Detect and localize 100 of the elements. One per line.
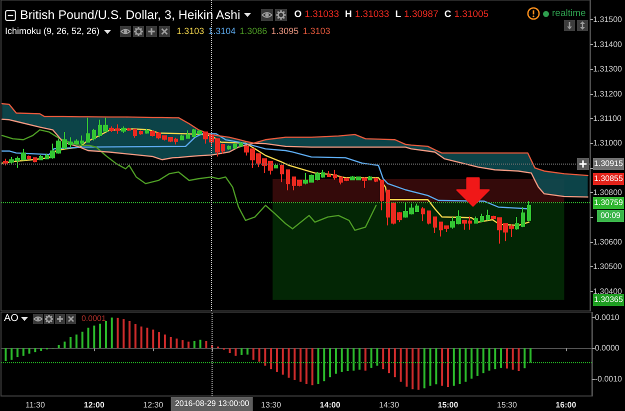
y-tick-label: 1.30400 — [593, 286, 623, 296]
candlestick — [233, 142, 237, 149]
candlestick — [133, 128, 137, 138]
annotation: 1.3095 — [271, 26, 299, 36]
x-tick-label: 14:00 — [320, 400, 341, 410]
bar — [81, 332, 84, 348]
bar — [99, 324, 102, 348]
ref-line-label: 1.30759 — [593, 196, 624, 209]
bar — [128, 320, 131, 348]
annotation: 1.3086 — [240, 26, 268, 36]
bar — [10, 348, 13, 360]
bar — [364, 348, 366, 371]
annotation: 1.3103 — [302, 26, 330, 36]
text: British Pound/U.S. Dollar, 3, Heikin Ashi — [20, 8, 240, 22]
annotation: realtime — [552, 8, 586, 19]
annotation: 1.3103 — [176, 26, 204, 36]
annotation: 1.30365 — [593, 294, 624, 306]
candlestick — [380, 180, 384, 211]
bar — [400, 348, 402, 382]
candlestick — [327, 170, 331, 178]
y-tick-label: 1.30600 — [593, 237, 623, 246]
bar — [270, 348, 272, 370]
candlestick — [27, 155, 31, 160]
bar — [240, 348, 243, 355]
candlestick — [362, 176, 367, 188]
line-series — [2, 129, 377, 231]
x-tick-label: 11:30 — [25, 400, 46, 410]
bar — [22, 348, 24, 356]
y-tick-label: 1.30800 — [593, 188, 623, 198]
candlestick — [427, 210, 431, 225]
ref-line-label: 2016-08-29 13:00:00 — [170, 397, 254, 411]
y-tick-label: 1.31200 — [593, 89, 623, 98]
bar — [276, 348, 278, 372]
bar — [40, 348, 42, 351]
y-tick-label: 1.31400 — [593, 40, 623, 49]
bar — [188, 342, 190, 348]
candlestick — [515, 216, 519, 230]
bar — [382, 348, 384, 370]
candlestick — [474, 216, 478, 224]
bar — [294, 348, 296, 380]
bar — [234, 348, 237, 356]
x-tick-label: 12:30 — [143, 400, 164, 410]
bar — [158, 332, 160, 348]
candlestick — [121, 126, 126, 134]
bar — [506, 348, 508, 369]
candlestick — [92, 128, 96, 141]
y-tick-label: 1.31300 — [593, 64, 623, 74]
candlestick — [3, 158, 8, 166]
bar — [305, 348, 308, 384]
line-series — [2, 133, 530, 210]
y-tick-label: 1.31000 — [593, 138, 623, 148]
bar — [228, 348, 231, 354]
bar — [388, 348, 390, 374]
line-series — [2, 103, 588, 176]
annotation: 0.0001 — [81, 314, 106, 323]
bar — [70, 337, 72, 348]
annotation: 1.30987 — [404, 9, 438, 20]
bar — [199, 340, 202, 348]
text: Ichimoku (9, 26, 52, 26) — [5, 26, 100, 36]
x-tick-label: 15:00 — [438, 400, 459, 410]
line-series — [2, 128, 530, 226]
candlestick — [145, 128, 149, 134]
bar — [176, 338, 178, 348]
ref-line-label: 1.30915 — [593, 158, 624, 170]
bar — [311, 348, 314, 386]
x-tick-label: 15:30 — [496, 400, 518, 410]
chart-title: AO — [4, 313, 18, 324]
annotation: C — [444, 9, 452, 20]
bar — [182, 340, 184, 348]
x-tick-label: 14:30 — [379, 400, 400, 410]
annotation: 1.3104 — [208, 26, 236, 36]
candlestick — [480, 213, 484, 223]
bar — [75, 334, 78, 348]
y-tick-label: -0.0010 — [594, 374, 623, 384]
bar — [512, 348, 514, 370]
bar — [246, 348, 248, 355]
candlestick — [374, 177, 378, 183]
bar — [110, 318, 113, 348]
bar — [300, 348, 302, 382]
candlestick — [274, 163, 278, 168]
candlestick — [186, 130, 190, 140]
bar — [412, 348, 414, 390]
bar — [518, 348, 520, 371]
y-tick-label: 0.0000 — [594, 344, 620, 353]
bar — [134, 324, 136, 348]
bar — [170, 337, 172, 348]
bar — [28, 348, 30, 354]
bar — [64, 342, 66, 348]
bar — [116, 318, 119, 348]
y-tick-label: 1.31100 — [593, 114, 622, 123]
bar — [87, 328, 90, 348]
candlestick — [486, 209, 490, 221]
annotation: O — [294, 9, 302, 20]
candlestick — [368, 175, 372, 180]
candlestick — [86, 117, 90, 143]
bar — [394, 348, 396, 378]
candlestick — [433, 216, 437, 234]
annotation: 1.31005 — [454, 9, 489, 20]
y-tick-label: 1.31500 — [593, 15, 623, 24]
bar — [16, 348, 19, 358]
